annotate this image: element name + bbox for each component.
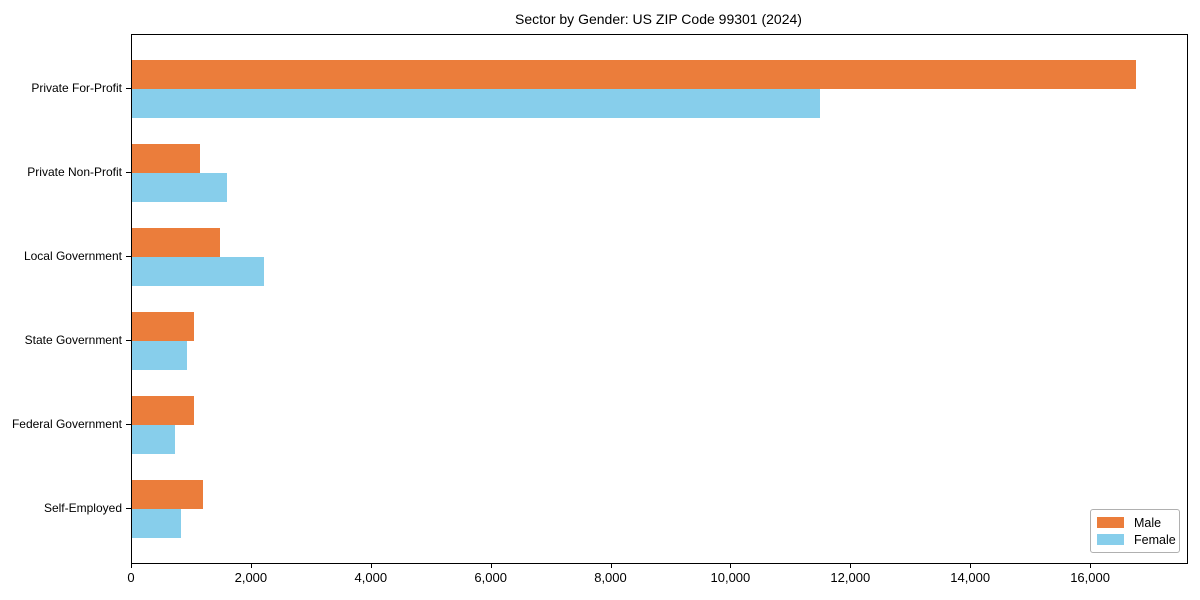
bar-female-private-non-profit [132, 173, 227, 202]
x-tick-mark [1090, 563, 1092, 568]
x-tick-label-0: 0 [127, 570, 135, 585]
x-tick-label-4-000: 4,000 [354, 570, 388, 585]
x-tick-label-10-000: 10,000 [710, 570, 751, 585]
y-tick-label-self-employed: Self-Employed [43, 501, 122, 515]
female-swatch-icon [1097, 534, 1124, 545]
x-tick-label-2-000: 2,000 [234, 570, 268, 585]
y-tick-mark [126, 340, 131, 341]
bar-female-private-for-profit [132, 89, 821, 118]
legend-label-female: Female [1134, 532, 1176, 547]
y-tick-label-state-government: State Government [24, 333, 122, 347]
x-tick-mark [131, 563, 132, 568]
bar-female-local-government [132, 257, 264, 286]
bar-female-self-employed [132, 509, 182, 538]
x-tick-mark [250, 563, 252, 568]
x-tick-mark [370, 563, 372, 568]
y-tick-label-private-for-profit: Private For-Profit [31, 81, 122, 95]
y-tick-mark [126, 88, 131, 89]
x-tick-label-14-000: 14,000 [950, 570, 991, 585]
x-tick-mark [970, 563, 972, 568]
bar-female-federal-government [132, 425, 176, 454]
x-tick-label-6-000: 6,000 [474, 570, 507, 585]
x-tick-mark [730, 563, 732, 568]
y-tick-mark [126, 424, 131, 425]
bar-male-state-government [132, 312, 195, 341]
bar-male-local-government [132, 228, 221, 257]
x-tick-label-16-000: 16,000 [1070, 570, 1110, 585]
y-tick-mark [126, 508, 131, 509]
legend-item-female: Female [1097, 532, 1176, 547]
x-tick-mark [850, 563, 852, 568]
y-tick-mark [126, 256, 131, 257]
bar-male-private-non-profit [132, 144, 200, 173]
legend-label-male: Male [1134, 515, 1162, 530]
y-tick-mark [126, 172, 131, 173]
legend: Male Female [1090, 509, 1180, 553]
y-tick-label-private-non-profit: Private Non-Profit [27, 165, 122, 179]
x-tick-label-8-000: 8,000 [594, 570, 627, 585]
x-tick-mark [610, 563, 612, 568]
x-tick-label-12-000: 12,000 [830, 570, 871, 585]
chart-title: Sector by Gender: US ZIP Code 99301 (202… [515, 11, 802, 27]
legend-item-male: Male [1097, 515, 1171, 530]
male-swatch-icon [1097, 517, 1124, 528]
bar-male-self-employed [132, 480, 203, 509]
x-tick-mark [490, 563, 492, 568]
bar-female-state-government [132, 341, 188, 370]
y-tick-label-federal-government: Federal Government [11, 417, 122, 431]
bar-male-private-for-profit [132, 60, 1136, 89]
plot-area [131, 34, 1188, 564]
bar-male-federal-government [132, 396, 195, 425]
y-tick-label-local-government: Local Government [23, 249, 122, 263]
